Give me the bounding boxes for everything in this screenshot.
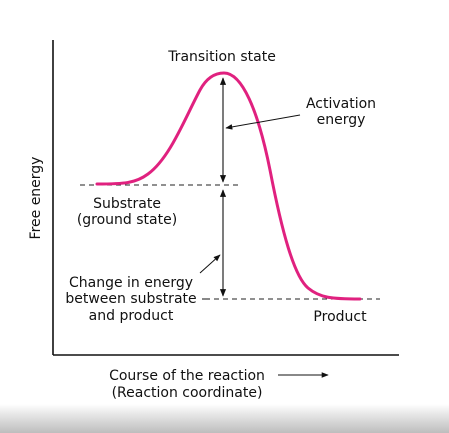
y-axis-label: Free energy <box>28 157 44 240</box>
change-leader-arrow <box>199 254 221 274</box>
activation-energy-label-line1: Activation <box>306 96 376 112</box>
product-label: Product <box>313 309 367 325</box>
x-axis-label-line1: Course of the reaction <box>109 368 265 384</box>
reaction-energy-curve <box>95 71 362 301</box>
x-axis-label-line2: (Reaction coordinate) <box>112 385 263 401</box>
footer-gradient-bar <box>0 404 449 433</box>
substrate-label-line1: Substrate <box>93 196 161 212</box>
energy-change-label-line3: and product <box>89 308 174 324</box>
energy-change-label-line2: between substrate <box>65 291 196 307</box>
transition-state-label: Transition state <box>167 49 276 65</box>
substrate-label-line2: (ground state) <box>77 212 177 228</box>
activation-leader-arrow <box>225 114 301 130</box>
activation-energy-label-line2: energy <box>317 112 366 128</box>
energy-change-label-line1: Change in energy <box>69 275 193 291</box>
